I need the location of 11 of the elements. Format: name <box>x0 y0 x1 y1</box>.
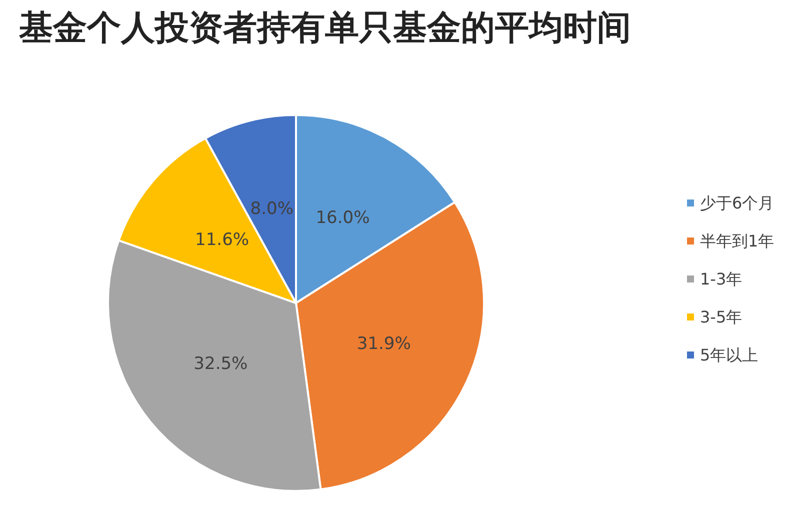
data-label: 32.5% <box>194 354 248 374</box>
legend-label: 1-3年 <box>700 270 742 288</box>
data-label: 11.6% <box>195 230 250 250</box>
legend-label: 3-5年 <box>700 308 742 326</box>
legend-label: 5年以上 <box>700 346 758 364</box>
data-label: 31.9% <box>356 334 411 354</box>
chart-title: 基金个人投资者持有单只基金的平均时间 <box>18 8 631 48</box>
legend-label: 半年到1年 <box>700 232 774 250</box>
data-label: 8.0% <box>250 199 294 220</box>
data-label: 16.0% <box>316 208 370 228</box>
legend-label: 少于6个月 <box>700 194 774 212</box>
